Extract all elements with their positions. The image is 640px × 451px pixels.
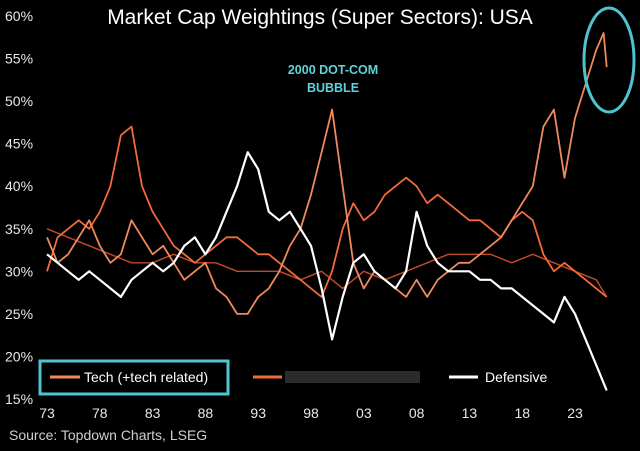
x-tick-label: 13 — [462, 405, 478, 421]
y-tick-label: 45% — [5, 136, 33, 152]
highlight-ellipse — [582, 6, 636, 114]
series-line-tech — [46, 32, 608, 315]
y-tick-label: 50% — [5, 93, 33, 109]
y-tick-label: 25% — [5, 306, 33, 322]
x-tick-label: 93 — [250, 405, 266, 421]
legend-redacted-label — [285, 371, 420, 383]
chart-title: Market Cap Weightings (Super Sectors): U… — [107, 6, 533, 29]
legend: Tech (+tech related) Defensive — [38, 359, 547, 396]
legend-highlight-box — [38, 359, 230, 396]
legend-label-tech: Tech (+tech related) — [84, 369, 208, 385]
x-tick-label: 83 — [145, 405, 161, 421]
x-axis-tick-labels: 73 78 83 88 93 98 03 08 13 18 23 — [39, 405, 583, 421]
x-tick-label: 73 — [39, 405, 55, 421]
y-tick-label: 30% — [5, 263, 33, 279]
x-tick-label: 08 — [409, 405, 425, 421]
series-line-defensive — [46, 151, 608, 391]
y-tick-label: 60% — [5, 8, 33, 24]
x-tick-label: 98 — [303, 405, 319, 421]
y-tick-label: 20% — [5, 348, 33, 364]
y-tick-label: 55% — [5, 51, 33, 67]
annotation-line1: 2000 DOT-COM — [288, 63, 378, 77]
x-tick-label: 88 — [198, 405, 214, 421]
x-tick-label: 18 — [514, 405, 530, 421]
source-note: Source: Topdown Charts, LSEG — [9, 427, 207, 443]
x-tick-label: 23 — [567, 405, 583, 421]
x-tick-label: 03 — [356, 405, 372, 421]
series-lines — [46, 32, 608, 391]
y-axis-tick-labels: 15% 20% 25% 30% 35% 40% 45% 50% 55% 60% — [5, 8, 33, 407]
series-line-second — [46, 125, 608, 298]
legend-label-defensive: Defensive — [485, 369, 547, 385]
y-tick-label: 40% — [5, 178, 33, 194]
x-tick-label: 78 — [92, 405, 108, 421]
series-line-fourth — [46, 228, 608, 298]
annotation-line2: BUBBLE — [307, 81, 359, 95]
y-tick-label: 15% — [5, 391, 33, 407]
y-tick-label: 35% — [5, 221, 33, 237]
